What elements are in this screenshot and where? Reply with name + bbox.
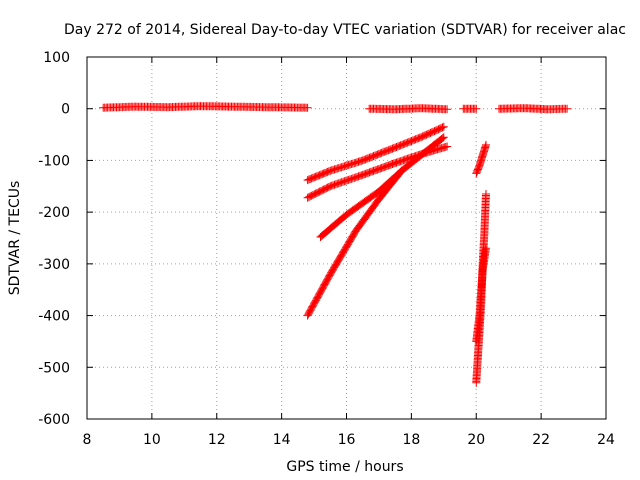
series-track-b [365, 104, 452, 114]
x-tick-label: 10 [143, 432, 161, 448]
chart-title: Day 272 of 2014, Sidereal Day-to-day VTE… [64, 22, 626, 38]
series-markers [472, 244, 490, 346]
x-tick-label: 12 [208, 432, 226, 448]
series-markers [303, 122, 448, 185]
series-markers [495, 104, 572, 114]
x-tick-label: 18 [402, 432, 420, 448]
x-tick-label: 16 [338, 432, 356, 448]
y-tick-label: 100 [43, 50, 70, 66]
series-markers [472, 140, 490, 178]
series-markers [99, 102, 312, 112]
grid [87, 57, 606, 419]
series-track-i [472, 140, 490, 178]
series-track-c [459, 104, 481, 113]
series-track-e [303, 122, 448, 185]
x-tick-label: 24 [597, 432, 615, 448]
y-axis-label: SDTVAR / TECUs [7, 181, 23, 296]
x-axis-label: GPS time / hours [286, 459, 403, 475]
series-track-h [303, 166, 406, 320]
y-tick-label: -600 [38, 412, 70, 428]
y-tick-label: -500 [38, 360, 70, 376]
y-tick-label: -200 [38, 205, 70, 221]
y-tick-label: 0 [61, 102, 70, 118]
series-track-a [99, 102, 312, 112]
axis-ticks: 8 10 12 14 16 18 20 22 24 100 0 -100 -200 -300 -400 -50… [38, 50, 615, 448]
x-tick-label: 22 [532, 432, 550, 448]
x-tick-label: 14 [273, 432, 291, 448]
x-tick-label: 8 [83, 432, 92, 448]
series-markers [365, 104, 452, 114]
series-track-k [472, 244, 490, 346]
series-markers [303, 166, 406, 320]
series-track-d [495, 104, 572, 114]
x-tick-label: 20 [467, 432, 485, 448]
y-tick-label: -400 [38, 309, 70, 325]
data-series [99, 102, 572, 387]
y-tick-label: -100 [38, 153, 70, 169]
y-tick-label: -300 [38, 257, 70, 273]
series-markers [459, 104, 481, 113]
